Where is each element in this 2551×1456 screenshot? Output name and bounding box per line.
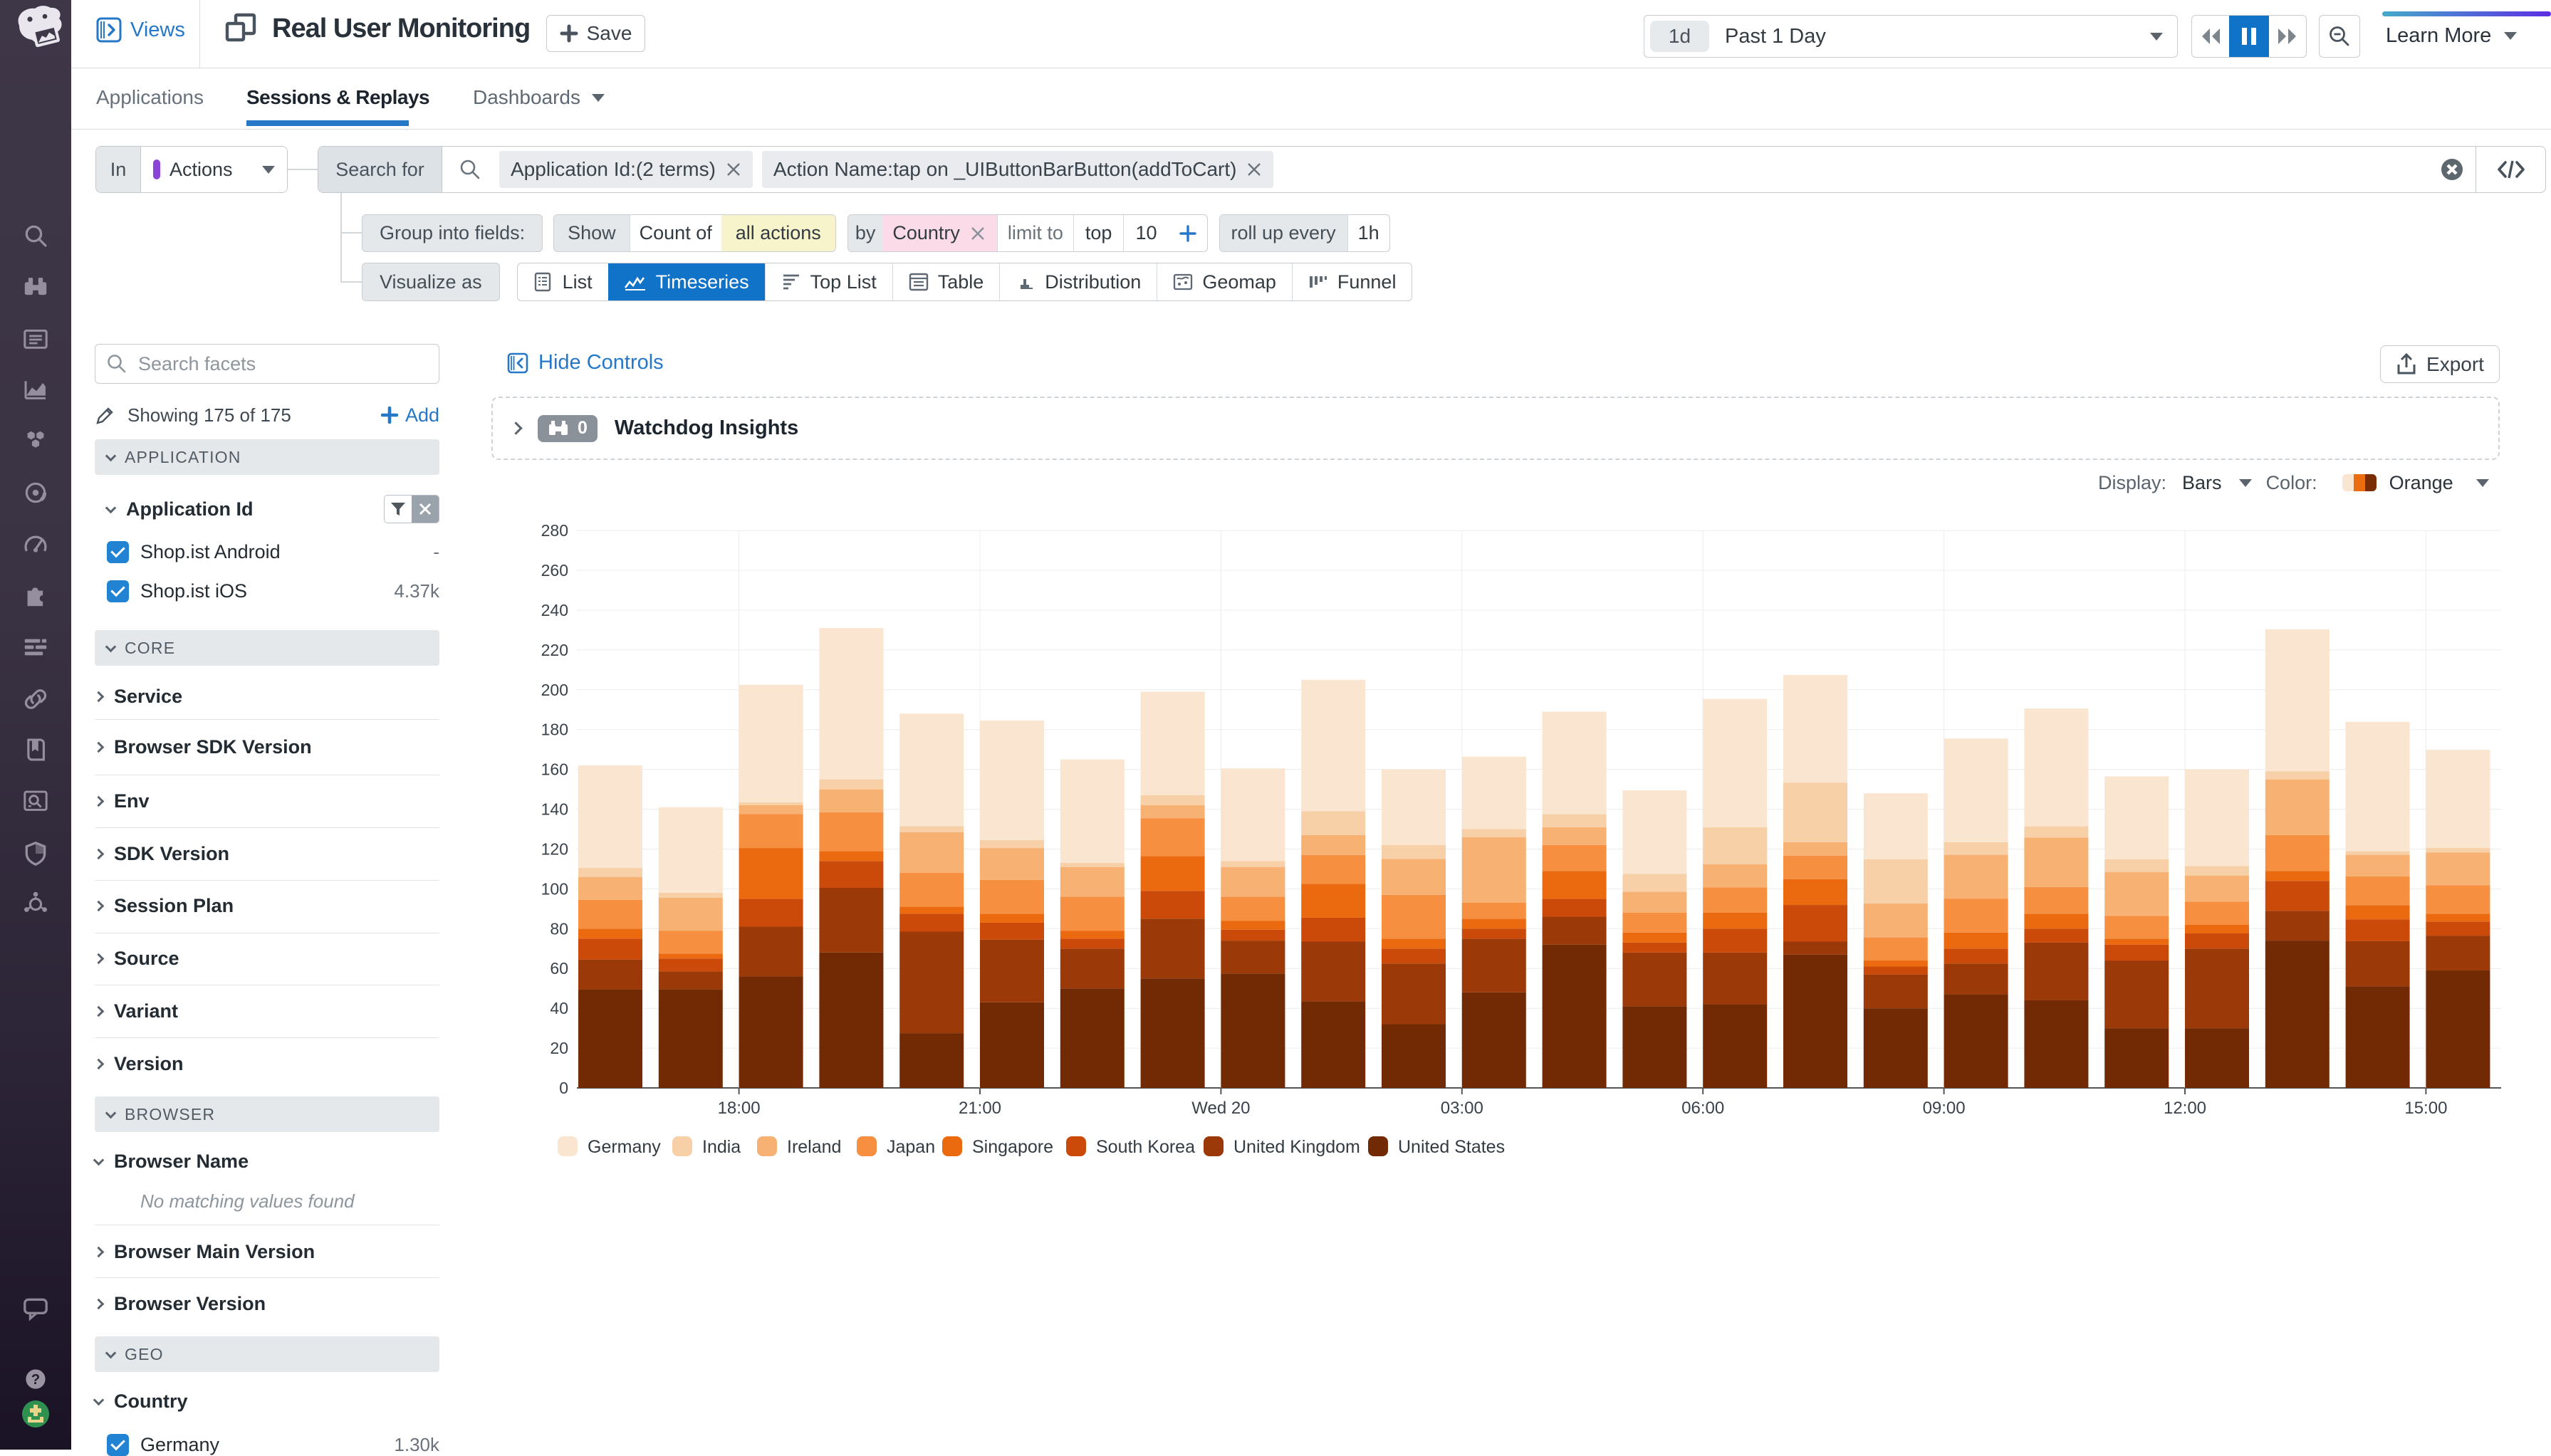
svg-text:40: 40 [550,999,568,1017]
svg-text:06:00: 06:00 [1681,1099,1724,1118]
svg-text:60: 60 [550,959,568,978]
svg-text:Japan: Japan [887,1137,935,1157]
svg-text:Germany: Germany [588,1137,661,1157]
svg-text:0: 0 [559,1079,568,1097]
svg-text:Wed 20: Wed 20 [1191,1099,1250,1118]
svg-text:80: 80 [550,919,568,938]
svg-text:120: 120 [541,840,568,859]
svg-text:India: India [702,1137,741,1157]
svg-text:12:00: 12:00 [2164,1099,2206,1118]
svg-text:200: 200 [541,681,568,699]
svg-text:20: 20 [550,1039,568,1057]
svg-text:03:00: 03:00 [1441,1099,1483,1118]
svg-text:09:00: 09:00 [1923,1099,1966,1118]
svg-text:?: ? [31,1372,40,1388]
svg-text:Singapore: Singapore [972,1137,1053,1157]
svg-text:140: 140 [541,800,568,819]
svg-text:18:00: 18:00 [718,1099,761,1118]
svg-text:South Korea: South Korea [1096,1137,1195,1157]
svg-text:100: 100 [541,879,568,898]
svg-text:220: 220 [541,641,568,659]
svg-text:160: 160 [541,760,568,779]
svg-text:21:00: 21:00 [959,1099,1001,1118]
svg-text:180: 180 [541,721,568,739]
svg-text:United States: United States [1398,1137,1505,1157]
svg-text:United Kingdom: United Kingdom [1233,1137,1360,1157]
svg-text:Ireland: Ireland [787,1137,841,1157]
svg-text:260: 260 [541,561,568,580]
svg-text:15:00: 15:00 [2404,1099,2447,1118]
svg-text:280: 280 [541,521,568,540]
svg-text:240: 240 [541,601,568,619]
